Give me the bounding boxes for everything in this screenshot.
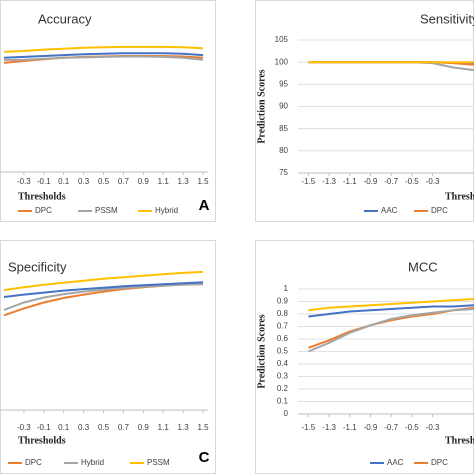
x-tick-label: -1.1 <box>343 423 357 432</box>
y-tick-label: 90 <box>279 102 288 111</box>
panel-title: MCC <box>408 259 438 274</box>
x-tick-label: -1.5 <box>301 423 315 432</box>
x-tick-label: -1.3 <box>322 177 336 186</box>
x-tick-label: -1.1 <box>343 177 357 186</box>
y-axis-label: Prediction Scores <box>256 314 267 388</box>
x-tick-label: 1.3 <box>178 423 190 432</box>
x-tick-label: 0.3 <box>78 423 90 432</box>
y-tick-label: 0.1 <box>277 397 289 406</box>
x-tick-label: 1.5 <box>197 177 209 186</box>
x-tick-label: -0.3 <box>426 423 440 432</box>
x-tick-label: -0.1 <box>37 423 51 432</box>
y-tick-label: 0.7 <box>277 322 289 331</box>
panel-label: C <box>199 449 210 466</box>
y-tick-label: 80 <box>279 146 288 155</box>
x-tick-label: -0.9 <box>364 177 378 186</box>
y-tick-label: 0.8 <box>277 309 289 318</box>
y-tick-label: 105 <box>275 35 289 44</box>
legend-label: DPC <box>431 458 448 467</box>
panel-label: A <box>199 197 210 214</box>
x-tick-label: 1.1 <box>158 423 170 432</box>
x-tick-label: 0.9 <box>138 177 150 186</box>
x-tick-label: 0.3 <box>78 177 90 186</box>
x-tick-label: 0.7 <box>118 177 130 186</box>
x-axis-label: Thresholds <box>445 435 474 446</box>
x-tick-label: 1.3 <box>178 177 190 186</box>
series-line <box>308 308 474 353</box>
x-tick-label: -0.3 <box>17 177 31 186</box>
x-axis-label: Thresholds <box>445 191 474 202</box>
x-tick-label: 0.5 <box>98 177 110 186</box>
panel-frame <box>0 0 216 222</box>
series-line <box>3 45 204 53</box>
series-line <box>308 298 474 312</box>
y-tick-label: 0.6 <box>277 334 289 343</box>
panel-title: Sensitivity <box>420 11 474 26</box>
x-tick-label: 0.1 <box>58 177 70 186</box>
y-tick-label: 1 <box>284 284 289 293</box>
x-tick-label: -0.3 <box>17 423 31 432</box>
series-line <box>3 270 204 292</box>
x-tick-label: -0.5 <box>405 177 419 186</box>
series-line <box>3 281 204 298</box>
x-tick-label: 0.5 <box>98 423 110 432</box>
x-tick-label: -0.1 <box>37 177 51 186</box>
x-tick-label: -0.7 <box>384 177 398 186</box>
legend-label: Hybrid <box>81 458 104 467</box>
x-axis-label: Thresholds <box>18 191 66 202</box>
y-tick-label: 0 <box>284 409 289 418</box>
y-tick-label: 0.4 <box>277 359 289 368</box>
x-tick-label: -1.5 <box>301 177 315 186</box>
legend-label: DPC <box>431 206 448 215</box>
y-tick-label: 75 <box>279 168 288 177</box>
x-tick-label: -0.7 <box>384 423 398 432</box>
y-tick-label: 0.9 <box>277 297 289 306</box>
series-line <box>3 55 204 62</box>
y-tick-label: 85 <box>279 124 288 133</box>
legend-label: AAC <box>381 206 398 215</box>
x-tick-label: 0.9 <box>138 423 150 432</box>
series-line <box>3 283 204 311</box>
x-tick-label: 1.5 <box>197 423 209 432</box>
series-line <box>308 304 474 318</box>
x-tick-label: 0.1 <box>58 423 70 432</box>
series-line <box>3 52 204 59</box>
legend-label: PSSM <box>147 458 170 467</box>
x-tick-label: -0.9 <box>364 423 378 432</box>
y-tick-label: 0.3 <box>277 372 289 381</box>
legend-label: Hybrid <box>155 206 178 215</box>
x-tick-label: -0.5 <box>405 423 419 432</box>
x-tick-label: 0.7 <box>118 423 130 432</box>
panel-title: Specificity <box>8 259 67 274</box>
panel-title: Accuracy <box>38 11 92 26</box>
y-tick-label: 100 <box>275 57 289 66</box>
legend-label: DPC <box>35 206 52 215</box>
x-tick-label: -1.3 <box>322 423 336 432</box>
y-tick-label: 0.2 <box>277 384 289 393</box>
x-tick-label: -0.3 <box>426 177 440 186</box>
legend-label: PSSM <box>95 206 118 215</box>
x-axis-label: Thresholds <box>18 435 66 446</box>
y-tick-label: 95 <box>279 79 288 88</box>
y-tick-label: 0.5 <box>277 347 289 356</box>
legend-label: DPC <box>25 458 42 467</box>
legend-label: AAC <box>387 458 404 467</box>
y-axis-label: Prediction Scores <box>256 69 267 143</box>
x-tick-label: 1.1 <box>158 177 170 186</box>
